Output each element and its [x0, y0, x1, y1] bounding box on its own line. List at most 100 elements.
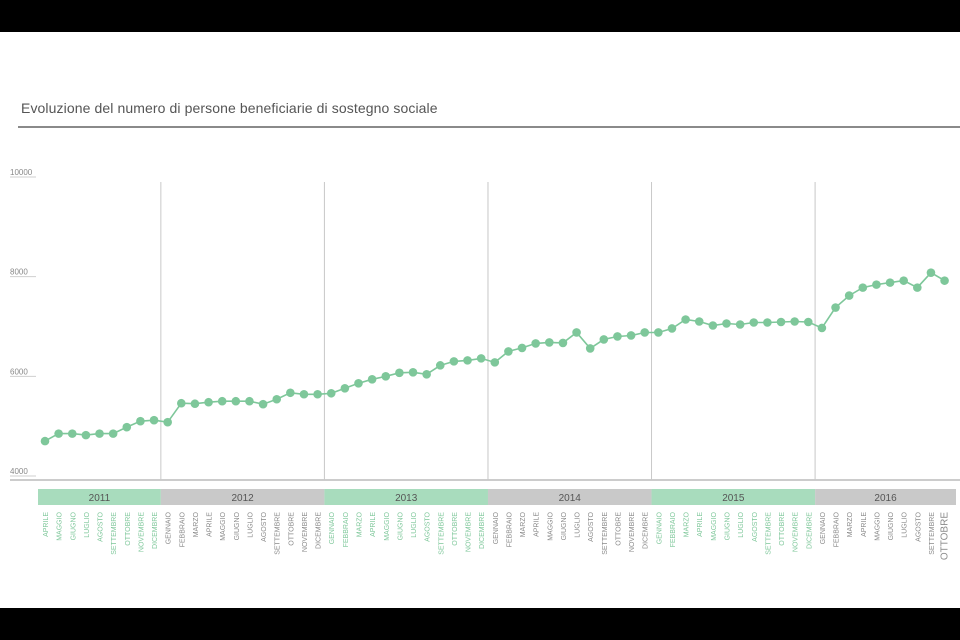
data-point — [885, 278, 895, 287]
data-point — [286, 388, 295, 398]
month-label: NOVEMBRE — [302, 512, 309, 552]
month-label: SETTEMBRE — [765, 512, 772, 555]
chart-title: Evoluzione del numero di persone benefic… — [21, 100, 438, 116]
month-label: NOVEMBRE — [793, 512, 800, 552]
data-point — [872, 280, 881, 289]
data-point — [517, 343, 527, 353]
data-point — [67, 429, 77, 438]
month-label: MAGGIO — [220, 511, 227, 540]
month-label: MARZO — [193, 511, 200, 537]
data-point — [654, 328, 663, 337]
month-label: SETTEMBRE — [438, 512, 445, 555]
data-point — [790, 317, 799, 326]
month-label: MARZO — [520, 511, 527, 537]
month-label: SETTEMBRE — [111, 512, 118, 555]
data-point — [54, 429, 63, 438]
month-label: OTTOBRE — [288, 512, 295, 546]
year-label: 2012 — [232, 493, 255, 504]
month-label: LUGLIO — [247, 511, 254, 537]
data-point — [504, 347, 513, 356]
data-point — [95, 429, 104, 438]
year-label: 2016 — [874, 493, 897, 504]
month-label: APRILE — [207, 512, 214, 537]
month-label: SETTEMBRE — [275, 512, 282, 555]
month-label: AGOSTO — [425, 511, 432, 541]
data-point — [163, 417, 172, 427]
month-label: MAGGIO — [711, 511, 718, 540]
data-point — [572, 328, 581, 337]
month-label: LUGLIO — [738, 511, 745, 537]
data-point — [108, 429, 118, 438]
data-point — [354, 378, 363, 388]
month-label: MARZO — [684, 511, 691, 537]
data-point — [531, 339, 540, 348]
data-point — [435, 361, 445, 370]
month-label: MAGGIO — [57, 511, 64, 540]
month-label: MAGGIO — [874, 511, 881, 540]
month-label: OTTOBRE — [615, 512, 622, 546]
data-point — [476, 354, 486, 363]
data-point — [558, 338, 568, 348]
month-label: DICEMBRE — [806, 512, 813, 549]
data-point — [177, 398, 186, 408]
data-point — [694, 317, 704, 326]
data-point — [640, 328, 650, 337]
y-tick-label: 10000 — [10, 168, 33, 177]
data-point — [749, 318, 759, 327]
data-point — [585, 344, 595, 353]
month-label: OTTOBRE — [940, 512, 951, 560]
bottom-black-bar — [0, 608, 960, 640]
data-point — [381, 372, 391, 381]
data-point — [667, 324, 677, 333]
month-label: MAGGIO — [384, 511, 391, 540]
month-label: FEBBRAIO — [179, 511, 186, 547]
month-label: GIUGNO — [397, 511, 404, 540]
data-point — [340, 383, 350, 393]
month-label: GIUGNO — [888, 511, 895, 540]
data-point — [626, 331, 636, 340]
year-label: 2013 — [395, 493, 418, 504]
month-label: OTTOBRE — [125, 512, 132, 546]
data-point — [776, 317, 786, 327]
data-point — [395, 368, 404, 378]
month-label: DICEMBRE — [643, 512, 650, 549]
month-label: AGOSTO — [752, 511, 759, 541]
year-band-2011 — [38, 489, 161, 505]
data-point — [326, 388, 336, 398]
year-label: 2014 — [559, 493, 582, 504]
data-point — [735, 320, 745, 329]
data-point — [913, 283, 922, 292]
month-label: LUGLIO — [411, 511, 418, 537]
data-point — [40, 436, 50, 446]
series-line — [44, 271, 946, 442]
year-label: 2011 — [89, 493, 111, 504]
month-label: DICEMBRE — [316, 512, 323, 549]
year-band-2014 — [487, 489, 652, 505]
data-point — [763, 318, 772, 327]
month-label: FEBBRAIO — [670, 511, 677, 547]
year-band-2015 — [651, 489, 816, 505]
data-point — [313, 389, 322, 399]
month-label: AGOSTO — [261, 511, 268, 541]
data-point — [81, 430, 91, 440]
month-label: MARZO — [356, 511, 363, 537]
data-point — [463, 356, 472, 365]
title-divider — [18, 126, 960, 128]
month-label: LUGLIO — [84, 511, 91, 537]
year-band-2012 — [160, 489, 325, 505]
data-point — [722, 319, 731, 328]
y-tick-label: 6000 — [10, 367, 28, 376]
data-point — [367, 375, 377, 384]
month-label: APRILE — [43, 512, 50, 537]
month-label: LUGLIO — [902, 511, 909, 537]
data-point — [149, 415, 159, 425]
data-point — [708, 321, 718, 330]
month-label: GENNAIO — [656, 511, 663, 544]
data-point — [844, 291, 854, 300]
month-label: APRILE — [861, 512, 868, 537]
month-label: SETTEMBRE — [929, 512, 936, 555]
month-label: GIUGNO — [561, 511, 568, 540]
data-point — [299, 389, 309, 399]
data-point — [258, 399, 268, 409]
